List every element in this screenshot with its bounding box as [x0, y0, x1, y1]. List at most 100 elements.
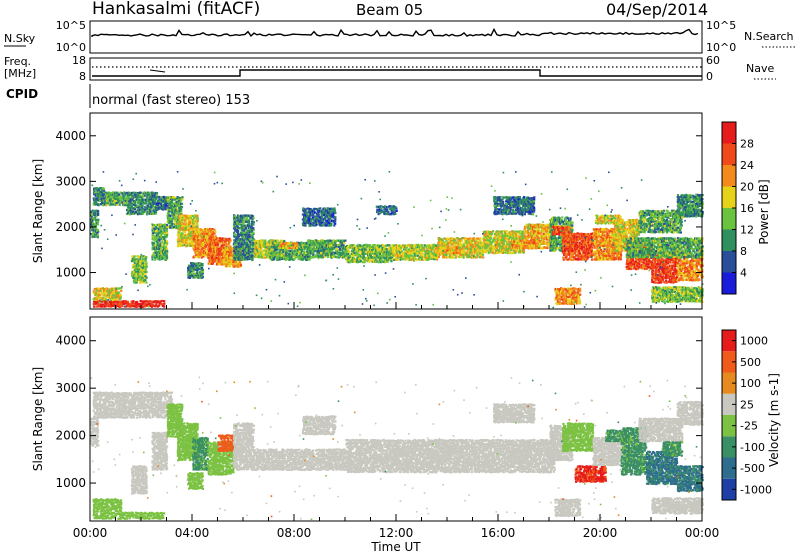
data-cell: [214, 236, 217, 239]
data-cell: [173, 205, 176, 209]
data-cell: [238, 255, 241, 258]
data-cell: [484, 246, 487, 250]
data-cell: [185, 245, 188, 248]
data-cell: [143, 208, 147, 211]
data-cell: [462, 243, 465, 246]
data-cell: [437, 242, 440, 245]
data-cell: [117, 295, 120, 298]
data-cell: [154, 300, 157, 303]
data-cell: [183, 225, 186, 228]
data-cell: [477, 245, 480, 248]
data-cell: [206, 232, 209, 235]
data-cell: [364, 256, 367, 259]
data-cell: [176, 212, 179, 215]
data-cell: [472, 245, 475, 248]
data-cell: [470, 251, 474, 254]
data-cell: [133, 212, 137, 215]
data-cell: [296, 254, 299, 257]
data-cell: [203, 233, 206, 236]
data-cell: [160, 232, 163, 235]
data-cell: [209, 229, 212, 232]
data-cell: [128, 196, 131, 199]
data-cell: [154, 191, 157, 195]
data-cell: [202, 244, 205, 247]
data-cell: [252, 223, 255, 226]
data-cell: [160, 223, 163, 227]
data-cell: [247, 236, 250, 239]
data-cell: [135, 305, 138, 308]
data-cell: [198, 236, 201, 239]
data-cell: [371, 252, 375, 255]
data-cell: [138, 208, 141, 211]
data-cell: [281, 256, 284, 259]
data-cell: [398, 244, 401, 247]
data-cell: [165, 227, 168, 230]
data-cell: [375, 256, 378, 259]
data-cell: [275, 243, 278, 247]
data-cell: [194, 215, 197, 218]
data-cell: [154, 206, 157, 209]
data-cell: [330, 252, 333, 255]
data-cell: [197, 274, 200, 277]
data-cell: [483, 240, 486, 244]
data-cell: [136, 304, 140, 307]
data-cell: [151, 258, 154, 261]
data-cell: [95, 235, 98, 238]
data-cell: [212, 244, 215, 247]
data-cell: [112, 203, 115, 206]
data-cell: [218, 256, 221, 259]
data-cell: [329, 239, 332, 242]
data-cell: [115, 289, 118, 293]
data-cell: [228, 263, 231, 266]
data-cell: [123, 199, 126, 202]
data-cell: [201, 239, 204, 242]
data-cell: [152, 200, 155, 203]
data-cell: [120, 196, 123, 199]
data-cell: [145, 196, 149, 199]
radar-title: Hankasalmi (fitACF): [92, 0, 260, 19]
data-cell: [196, 271, 199, 274]
data-cell: [116, 195, 120, 198]
data-cell: [153, 300, 156, 303]
data-cell: [435, 244, 438, 247]
data-cell: [408, 252, 411, 255]
data-cell: [100, 203, 103, 206]
data-cell: [298, 251, 301, 254]
data-cell: [179, 218, 182, 222]
data-cell: [271, 239, 274, 242]
data-cell: [99, 190, 102, 194]
data-cell: [162, 197, 165, 201]
data-cell: [408, 258, 411, 261]
data-cell: [430, 250, 433, 253]
data-cell: [448, 240, 451, 243]
beam-label: Beam 05: [356, 1, 423, 19]
data-cell: [311, 249, 314, 252]
data-cell: [94, 229, 97, 232]
data-cell: [145, 264, 148, 267]
data-cell: [165, 257, 168, 260]
data-cell: [484, 234, 487, 237]
data-cell: [390, 252, 393, 255]
data-cell: [248, 239, 251, 242]
data-cell: [211, 256, 214, 259]
data-cell: [189, 240, 192, 244]
data-cell: [252, 228, 255, 231]
data-cell: [450, 243, 453, 246]
data-cell: [436, 258, 439, 261]
data-cell: [196, 274, 199, 277]
data-cell: [178, 236, 181, 239]
data-cell: [356, 258, 359, 261]
data-cell: [172, 212, 175, 215]
data-cell: [100, 303, 103, 306]
data-cell: [177, 226, 180, 229]
data-cell: [475, 247, 478, 250]
data-cell: [104, 290, 107, 293]
data-cell: [334, 252, 337, 255]
data-cell: [154, 238, 157, 241]
data-cell: [490, 237, 493, 240]
data-cell: [209, 246, 212, 249]
data-cell: [200, 243, 203, 246]
data-cell: [392, 246, 395, 249]
data-cell: [199, 246, 202, 250]
data-cell: [176, 220, 179, 223]
